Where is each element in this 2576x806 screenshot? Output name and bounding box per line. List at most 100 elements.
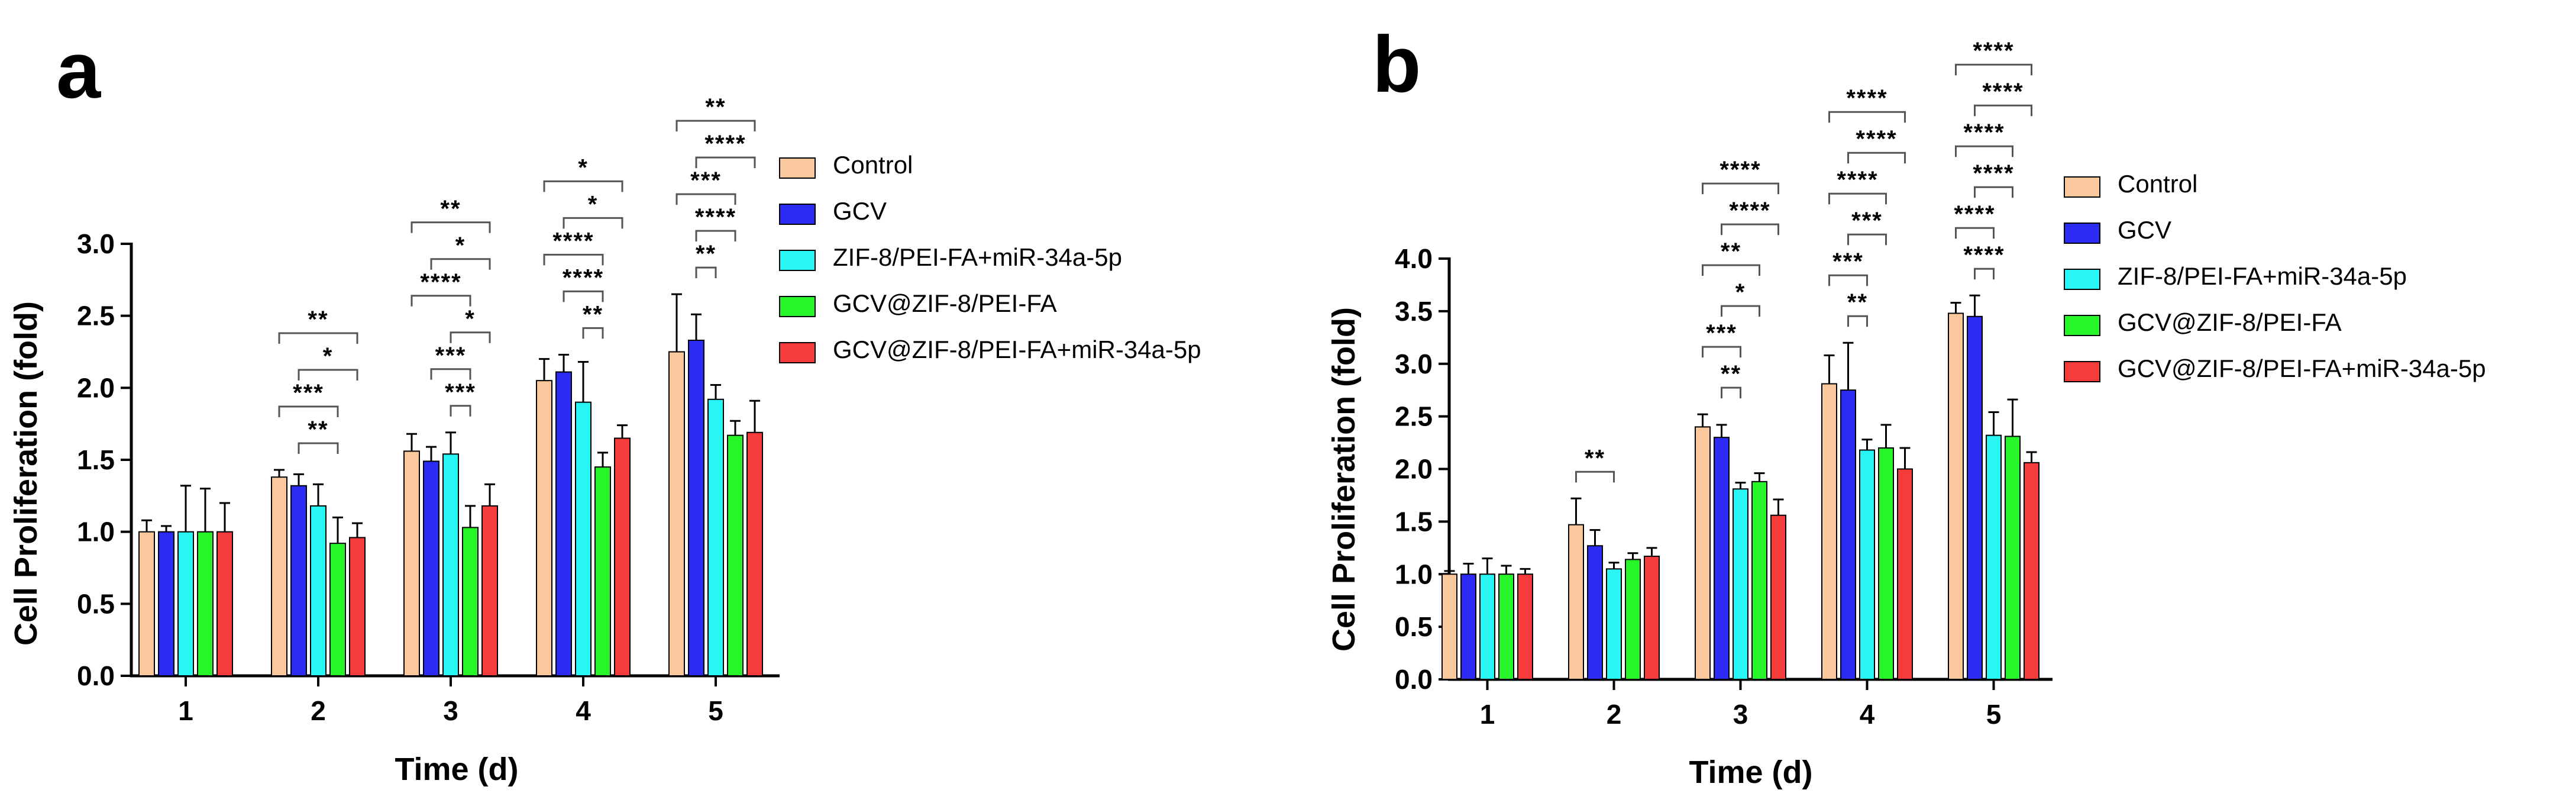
- panel-b-bar: [1840, 389, 1856, 680]
- panel-b-bar: [1878, 447, 1894, 680]
- panel-a-significance-bracket: [695, 230, 736, 242]
- panel-a-y-tick-label: 2.0: [77, 372, 115, 403]
- panel-a-y-axis-title: Cell Proliferation (fold): [8, 301, 44, 646]
- panel-a-significance-bracket: [411, 295, 471, 307]
- panel-a-x-tick-label: 3: [443, 695, 458, 726]
- panel-a-bar: [290, 485, 307, 676]
- panel-a-significance-label: ****: [563, 265, 604, 291]
- panel-b-significance-label: ****: [1720, 157, 1761, 183]
- panel-b-significance-label: *: [1735, 279, 1746, 305]
- panel-b-legend-swatch: [2064, 315, 2100, 336]
- panel-b-bar: [1517, 573, 1533, 680]
- panel-a-bar: [442, 453, 459, 676]
- panel-b-bar: [1498, 573, 1514, 680]
- panel-a-significance-label: *: [578, 154, 589, 180]
- panel-b-significance-bracket: [1955, 63, 2032, 76]
- panel-b-plot: 0.00.51.01.52.02.53.03.54.01 2 3 4 5********…: [1395, 38, 2053, 730]
- panel-b-bar: [1751, 481, 1767, 681]
- panel-a-x-axis-title: Time (d): [395, 752, 518, 787]
- panel-b-bar: [1587, 545, 1603, 680]
- panel-a-bar: [271, 476, 287, 676]
- panel-b-x-tick-label: 3: [1733, 699, 1748, 730]
- panel-a-legend-swatch: [779, 157, 816, 179]
- panel-a-bar: [138, 531, 155, 677]
- panel-a-significance-bracket: [563, 290, 604, 302]
- panel-a-bar: [575, 401, 592, 677]
- panel-a-significance-label: ***: [690, 167, 722, 194]
- panel-b-significance-label: ***: [1851, 208, 1883, 234]
- panel-b-y-tick-label: 3.0: [1395, 349, 1433, 379]
- panel-b-significance-label: ****: [1963, 120, 2005, 146]
- panel-a-bar: [688, 340, 704, 676]
- panel-b-significance-label: **: [1721, 361, 1741, 387]
- panel-a-plot: 0.00.51.01.52.02.53.01 2 3 4 5**************…: [77, 94, 780, 726]
- panel-b-significance-label: ***: [1706, 320, 1737, 346]
- panel-a-significance-label: **: [705, 94, 726, 120]
- panel-b-bar: [1606, 568, 1622, 680]
- panel-b-legend-swatch: [2064, 361, 2100, 382]
- panel-a-y-tick-label: 3.0: [77, 228, 115, 259]
- panel-b-legend: Control GCV ZIF-8/PEI-FA+miR-34a-5p GCV@ZIF…: [2064, 170, 2486, 382]
- panel-a-significance-bracket: [430, 258, 491, 270]
- panel-b-significance-bracket: [1702, 346, 1741, 358]
- panel-a-bar: [216, 531, 233, 677]
- panel-a-significance-bracket: [278, 405, 339, 418]
- panel-a-bar: [310, 505, 327, 676]
- panel-a-significance-bracket: [582, 327, 604, 339]
- panel-a-significance-label: **: [308, 307, 328, 333]
- panel-b-legend-swatch: [2064, 269, 2100, 290]
- panel-a-bar: [707, 398, 724, 676]
- panel-b-y-tick-label: 4.0: [1395, 243, 1433, 274]
- panel-b-y-tick-label: 3.5: [1395, 296, 1433, 327]
- panel-b-bar: [2024, 462, 2040, 681]
- panel-a-bar: [329, 543, 346, 677]
- panel-a-y-tick-label: 1.5: [77, 444, 115, 475]
- panel-b-bar: [1967, 315, 1983, 680]
- panel-a-bar: [423, 460, 439, 677]
- panel-b-x-tick-label: 2: [1607, 699, 1622, 730]
- panel-b-legend-swatch: [2064, 223, 2100, 244]
- panel-a-significance-bracket: [675, 120, 756, 132]
- panel-b-significance-label: **: [1721, 238, 1741, 265]
- panel-b-significance-label: ****: [1973, 38, 2014, 64]
- panel-b-significance-label: ****: [1954, 201, 1995, 227]
- panel-b-x-tick-label: 4: [1860, 699, 1875, 730]
- panel-a-y-tick-label: 0.0: [77, 660, 115, 691]
- panel-b-x-tick-label: 1: [1480, 699, 1495, 730]
- panel-a-significance-bracket: [543, 253, 604, 266]
- panel-a-significance-label: **: [583, 301, 603, 327]
- panel-a-significance-label: ***: [435, 343, 467, 369]
- panel-b-significance-label: **: [1585, 445, 1605, 471]
- panel-b-bar: [1714, 437, 1730, 680]
- panel-b-y-axis-title: Cell Proliferation (fold): [1326, 307, 1362, 652]
- panel-b-significance-label: ****: [1837, 167, 1878, 193]
- panel-a-significance-label: *: [455, 233, 466, 259]
- panel-a-legend-swatch: [779, 250, 816, 271]
- panel-a-bar: [158, 531, 174, 677]
- panel-b-significance-bracket: [1847, 233, 1887, 246]
- panel-a-significance-bracket: [278, 332, 358, 344]
- panel-b-y-tick-label: 2.5: [1395, 401, 1433, 432]
- panel-a-significance-label: **: [440, 196, 461, 222]
- panel-b-bar: [2005, 436, 2021, 681]
- panel-a-x-tick-label: 5: [708, 695, 723, 726]
- panel-b-y-tick-label: 0.5: [1395, 611, 1433, 642]
- panel-a-significance-bracket: [695, 266, 717, 279]
- panel-a-bar: [462, 527, 479, 676]
- panel-a-significance-label: **: [308, 417, 328, 443]
- panel-b-significance-bracket: [1847, 151, 1906, 164]
- panel-a-significance-label: *: [465, 306, 476, 332]
- panel-a-legend-label: GCV@ZIF-8/PEI-FA+miR-34a-5p: [833, 336, 1201, 363]
- panel-b-legend-label: Control: [2118, 170, 2197, 198]
- panel-a-legend-label: GCV@ZIF-8/PEI-FA: [833, 289, 1057, 317]
- panel-a-x-tick-label: 4: [576, 695, 591, 726]
- panel-a-bar: [536, 380, 552, 677]
- panel-a-significance-bracket: [675, 193, 736, 205]
- panel-b-significance-bracket: [1847, 315, 1868, 327]
- panel-a-legend-label: ZIF-8/PEI-FA+miR-34a-5p: [833, 243, 1122, 271]
- panel-b-x-tick-label: 5: [1986, 699, 2002, 730]
- panel-b-bar: [1441, 573, 1457, 680]
- panel-b-bar: [1770, 514, 1786, 681]
- panel-b-significance-label: **: [1847, 289, 1868, 315]
- panel-b-bar: [1948, 312, 1964, 680]
